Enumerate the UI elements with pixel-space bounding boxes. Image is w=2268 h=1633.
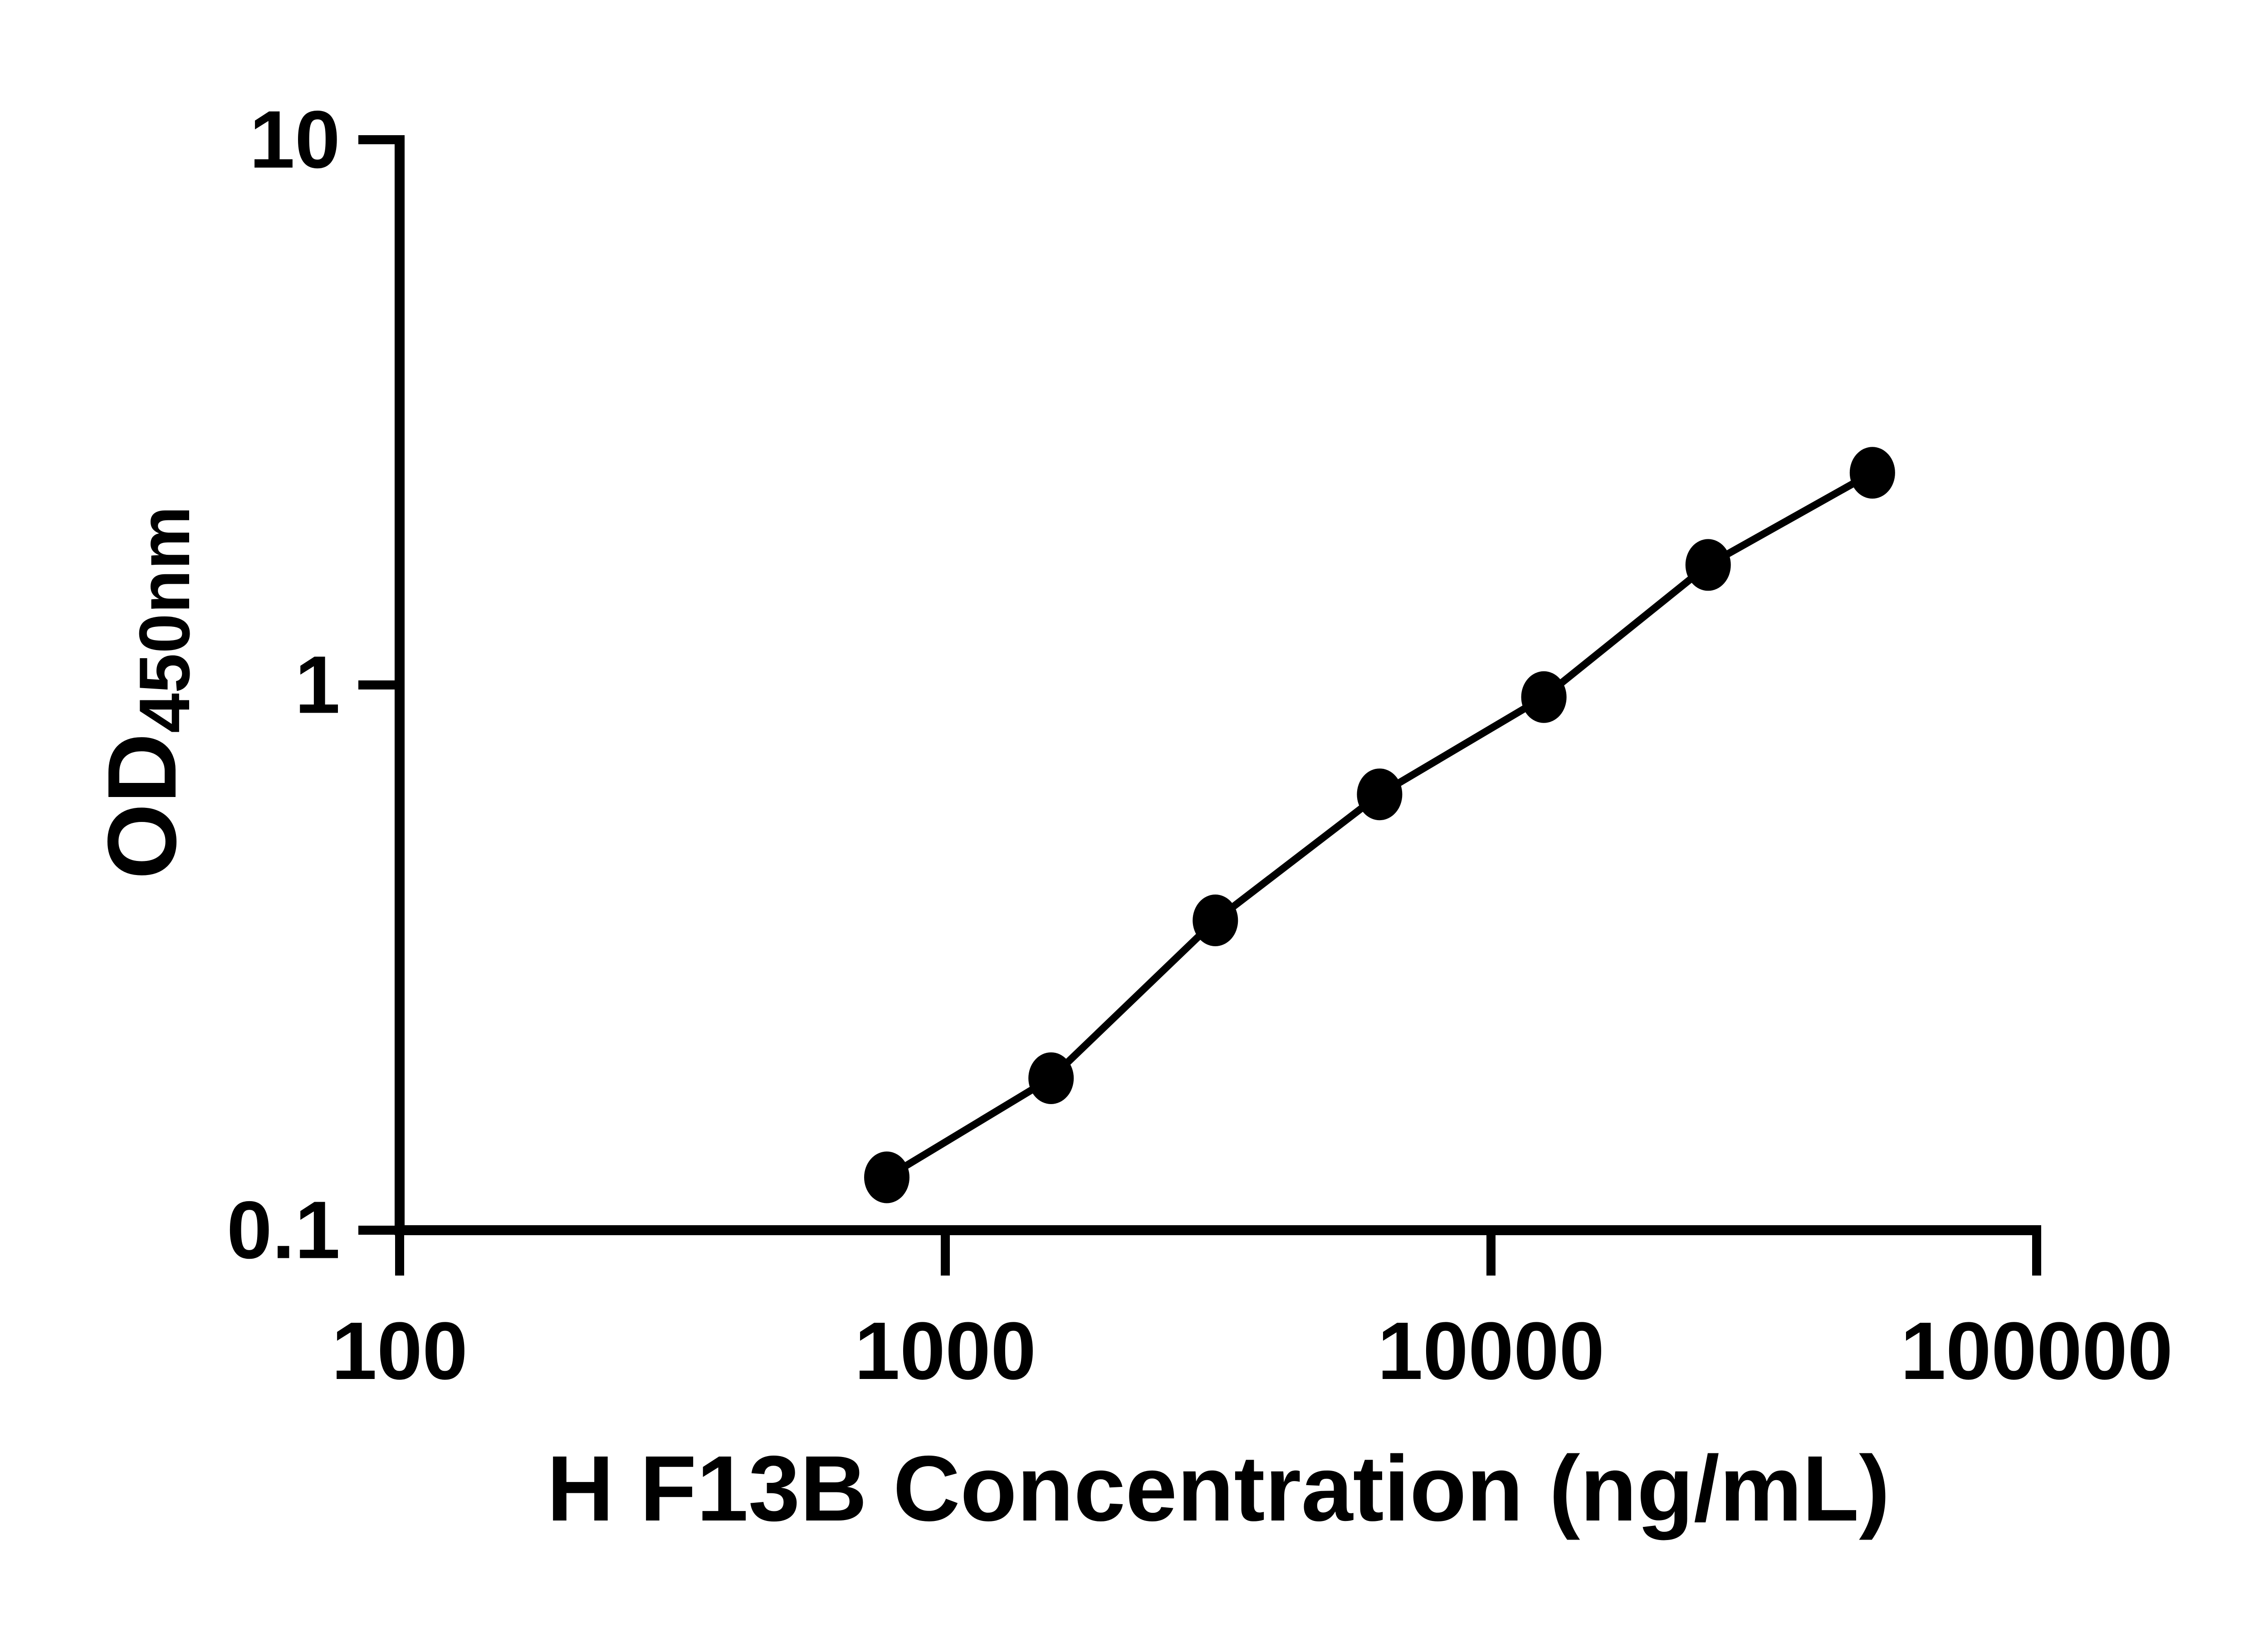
x-axis-title: H F13B Concentration (ng/mL) [547, 1437, 1890, 1540]
y-axis-title-subscript: 450nm [125, 506, 205, 733]
x-tick-label-100000: 100000 [1901, 1305, 2173, 1397]
data-point-50000 [1849, 447, 1895, 499]
data-point-1562.5 [1028, 1052, 1074, 1104]
data-point-3125 [1193, 895, 1238, 947]
x-axis-tick-labels: 100 1000 10000 100000 [332, 1305, 2173, 1397]
y-tick-label-0.1: 0.1 [227, 1185, 340, 1276]
data-point-25000 [1685, 539, 1731, 591]
x-axis-ticks [395, 1235, 2041, 1276]
y-axis-title: OD450nm [87, 506, 205, 879]
axis-lines [395, 135, 2041, 1235]
x-tick-label-10000: 10000 [1378, 1305, 1605, 1397]
y-axis-title-main: OD [87, 733, 196, 880]
x-tick-label-1000: 1000 [855, 1305, 1036, 1397]
data-point-6250 [1357, 768, 1403, 821]
x-tick-label-100: 100 [332, 1305, 468, 1397]
y-tick-label-10: 10 [249, 94, 340, 186]
data-points [864, 447, 1895, 1203]
y-axis-ticks [358, 135, 395, 1235]
data-point-12500 [1521, 671, 1567, 723]
y-tick-label-1: 1 [295, 640, 340, 731]
y-axis-tick-labels: 10 1 0.1 [227, 94, 340, 1276]
data-point-781.25 [864, 1151, 910, 1203]
